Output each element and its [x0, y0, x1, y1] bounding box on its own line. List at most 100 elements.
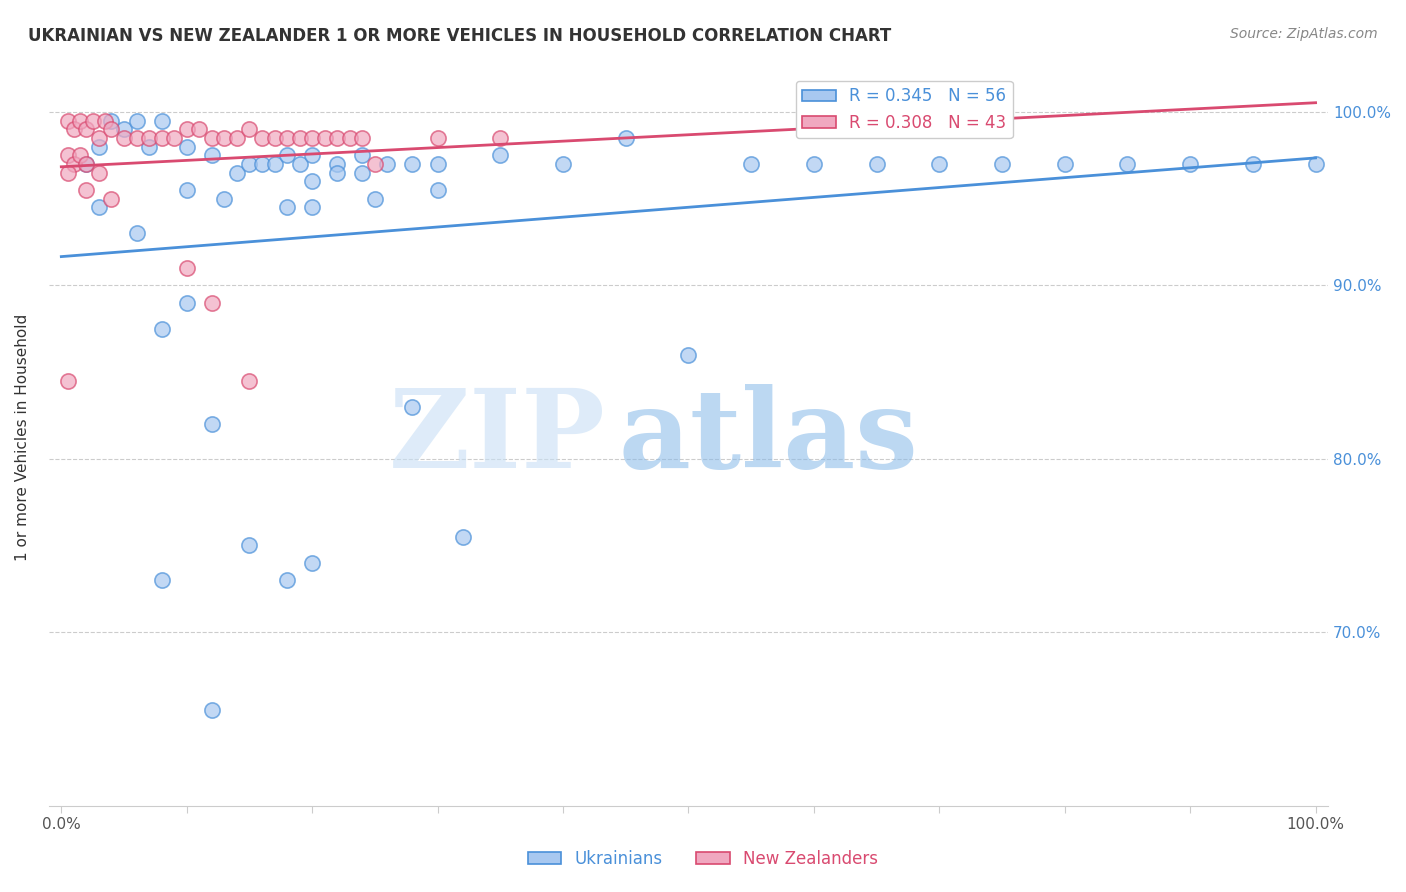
Text: atlas: atlas: [619, 384, 918, 491]
Point: [301, 148, 323, 162]
Y-axis label: 1 or more Vehicles in Household: 1 or more Vehicles in Household: [15, 313, 30, 561]
Point: [138, 139, 160, 153]
Point: [56, 148, 79, 162]
Point: [426, 157, 449, 171]
Point: [364, 157, 387, 171]
Point: [1241, 157, 1264, 171]
Point: [238, 374, 260, 388]
Point: [614, 131, 637, 145]
Point: [352, 131, 374, 145]
Point: [75, 157, 97, 171]
Point: [112, 131, 135, 145]
Point: [276, 131, 298, 145]
Point: [928, 157, 950, 171]
Point: [339, 131, 361, 145]
Point: [1053, 157, 1076, 171]
Point: [125, 227, 148, 241]
Point: [364, 192, 387, 206]
Point: [100, 122, 122, 136]
Point: [426, 183, 449, 197]
Point: [214, 131, 236, 145]
Legend: R = 0.345   N = 56, R = 0.308   N = 43: R = 0.345 N = 56, R = 0.308 N = 43: [796, 80, 1012, 138]
Point: [1305, 157, 1327, 171]
Point: [352, 148, 374, 162]
Point: [678, 348, 700, 362]
Point: [225, 165, 247, 179]
Point: [489, 148, 512, 162]
Point: [401, 400, 423, 414]
Point: [263, 131, 285, 145]
Point: [326, 165, 349, 179]
Point: [740, 157, 762, 171]
Point: [63, 157, 86, 171]
Point: [489, 131, 512, 145]
Point: [301, 200, 323, 214]
Point: [150, 573, 173, 587]
Point: [87, 165, 110, 179]
Legend: Ukrainians, New Zealanders: Ukrainians, New Zealanders: [522, 844, 884, 875]
Point: [401, 157, 423, 171]
Point: [301, 131, 323, 145]
Point: [94, 113, 117, 128]
Point: [201, 295, 224, 310]
Point: [201, 703, 224, 717]
Point: [301, 556, 323, 570]
Point: [276, 573, 298, 587]
Point: [100, 113, 122, 128]
Point: [238, 538, 260, 552]
Point: [75, 122, 97, 136]
Point: [150, 321, 173, 335]
Point: [301, 174, 323, 188]
Point: [87, 200, 110, 214]
Point: [214, 192, 236, 206]
Point: [138, 131, 160, 145]
Text: ZIP: ZIP: [388, 384, 606, 491]
Point: [314, 131, 336, 145]
Point: [263, 157, 285, 171]
Point: [150, 131, 173, 145]
Point: [125, 113, 148, 128]
Point: [201, 131, 224, 145]
Point: [188, 122, 211, 136]
Point: [125, 131, 148, 145]
Point: [451, 530, 474, 544]
Point: [56, 374, 79, 388]
Point: [87, 139, 110, 153]
Point: [352, 165, 374, 179]
Point: [551, 157, 574, 171]
Point: [69, 113, 91, 128]
Point: [87, 131, 110, 145]
Point: [377, 157, 399, 171]
Point: [82, 113, 104, 128]
Point: [288, 131, 311, 145]
Point: [225, 131, 247, 145]
Point: [176, 295, 198, 310]
Point: [63, 122, 86, 136]
Text: Source: ZipAtlas.com: Source: ZipAtlas.com: [1230, 27, 1378, 41]
Point: [991, 157, 1014, 171]
Point: [75, 157, 97, 171]
Point: [238, 122, 260, 136]
Point: [69, 148, 91, 162]
Point: [238, 157, 260, 171]
Point: [176, 183, 198, 197]
Point: [150, 113, 173, 128]
Text: UKRAINIAN VS NEW ZEALANDER 1 OR MORE VEHICLES IN HOUSEHOLD CORRELATION CHART: UKRAINIAN VS NEW ZEALANDER 1 OR MORE VEH…: [28, 27, 891, 45]
Point: [288, 157, 311, 171]
Point: [1116, 157, 1139, 171]
Point: [112, 122, 135, 136]
Point: [250, 157, 273, 171]
Point: [176, 139, 198, 153]
Point: [250, 131, 273, 145]
Point: [176, 260, 198, 275]
Point: [426, 131, 449, 145]
Point: [803, 157, 825, 171]
Point: [75, 183, 97, 197]
Point: [326, 131, 349, 145]
Point: [865, 157, 887, 171]
Point: [163, 131, 186, 145]
Point: [326, 157, 349, 171]
Point: [56, 113, 79, 128]
Point: [276, 148, 298, 162]
Point: [276, 200, 298, 214]
